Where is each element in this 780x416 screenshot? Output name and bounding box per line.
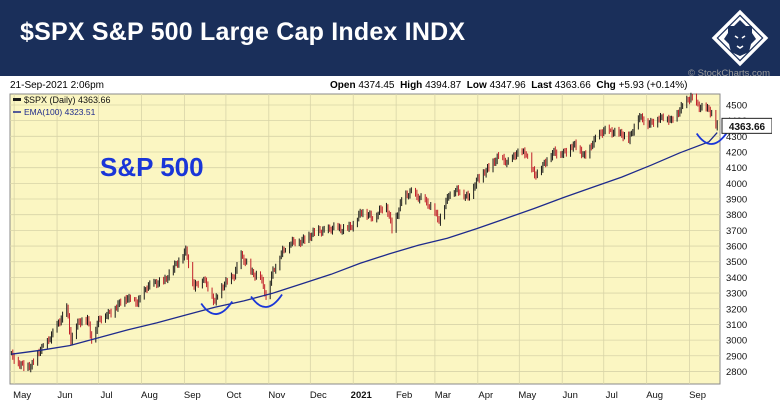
y-tick-label: 4300 xyxy=(726,132,747,143)
x-tick-label: Jul xyxy=(606,390,618,400)
x-tick-label: Sep xyxy=(184,390,201,400)
timestamp: 21-Sep-2021 2:06pm xyxy=(10,80,104,91)
last-label: Last xyxy=(531,80,552,91)
legend-swatch-price xyxy=(13,98,21,101)
y-tick-label: 3100 xyxy=(726,320,747,331)
x-tick-label: Aug xyxy=(646,390,663,400)
last-value-label: 4363.66 xyxy=(729,122,766,133)
legend-label-ema: EMA(100) 4323.51 xyxy=(24,107,96,117)
y-tick-label: 3300 xyxy=(726,289,747,300)
y-tick-label: 2900 xyxy=(726,351,747,362)
x-tick-label: Apr xyxy=(478,390,493,400)
x-tick-label: Oct xyxy=(227,390,242,400)
y-tick-label: 3900 xyxy=(726,195,747,206)
x-tick-label: Jun xyxy=(563,390,578,400)
price-chart: 2800 2900 3000 3100 3200 3300 3400 3500 3600 3700… xyxy=(8,92,773,401)
x-tick-label: Aug xyxy=(141,390,158,400)
lion-logo-icon xyxy=(711,9,769,67)
page-title: $SPX S&P 500 Large Cap Index INDX xyxy=(20,18,466,46)
x-tick-label: May xyxy=(13,390,31,400)
chg-value: +5.93 (+0.14%) xyxy=(618,80,688,91)
x-tick-label: Nov xyxy=(268,390,285,400)
annotation-label: S&P 500 xyxy=(100,152,204,182)
x-tick-label: Sep xyxy=(689,390,706,400)
low-value: 4347.96 xyxy=(489,80,526,91)
y-tick-label: 3400 xyxy=(726,273,747,284)
support-arc xyxy=(250,293,283,308)
y-tick-label: 4200 xyxy=(726,148,747,159)
x-tick-label: 2021 xyxy=(351,390,373,400)
chart-svg: 2800 2900 3000 3100 3200 3300 3400 3500 3600 3700… xyxy=(9,92,773,401)
y-tick-label: 3700 xyxy=(726,226,747,237)
y-tick-label: 4000 xyxy=(726,179,747,190)
y-tick-label: 4500 xyxy=(726,100,747,111)
y-tick-label: 3200 xyxy=(726,304,747,315)
plot-area xyxy=(9,93,721,385)
ema-100-line xyxy=(11,132,718,355)
chg-label: Chg xyxy=(596,80,616,91)
x-tick-label: Jun xyxy=(57,390,72,400)
y-tick-label: 3000 xyxy=(726,336,747,347)
y-tick-label: 3600 xyxy=(726,242,747,253)
y-tick-label: 3800 xyxy=(726,210,747,221)
y-tick-label: 2800 xyxy=(726,367,747,378)
support-arc xyxy=(200,301,233,315)
open-label: Open xyxy=(330,80,356,91)
last-value: 4363.66 xyxy=(554,80,591,91)
support-arc xyxy=(695,130,729,145)
x-tick-label: Feb xyxy=(396,390,412,400)
high-label: High xyxy=(400,80,423,91)
y-tick-label: 4100 xyxy=(726,163,747,174)
x-tick-label: May xyxy=(518,390,536,400)
high-value: 4394.87 xyxy=(425,80,462,91)
stockcharts-watermark: © StockCharts.com xyxy=(688,68,770,79)
open-value: 4374.45 xyxy=(358,80,395,91)
x-tick-label: Mar xyxy=(435,390,451,400)
x-tick-label: Dec xyxy=(310,390,327,400)
x-tick-label: Jul xyxy=(100,390,112,400)
header-banner: $SPX S&P 500 Large Cap Index INDX xyxy=(0,0,780,76)
legend-label-price: $SPX (Daily) 4363.66 xyxy=(24,95,111,105)
ohlc-readout: Open 4374.45 High 4394.87 Low 4347.96 La… xyxy=(330,80,688,91)
low-label: Low xyxy=(466,80,487,91)
y-tick-label: 3500 xyxy=(726,257,747,268)
